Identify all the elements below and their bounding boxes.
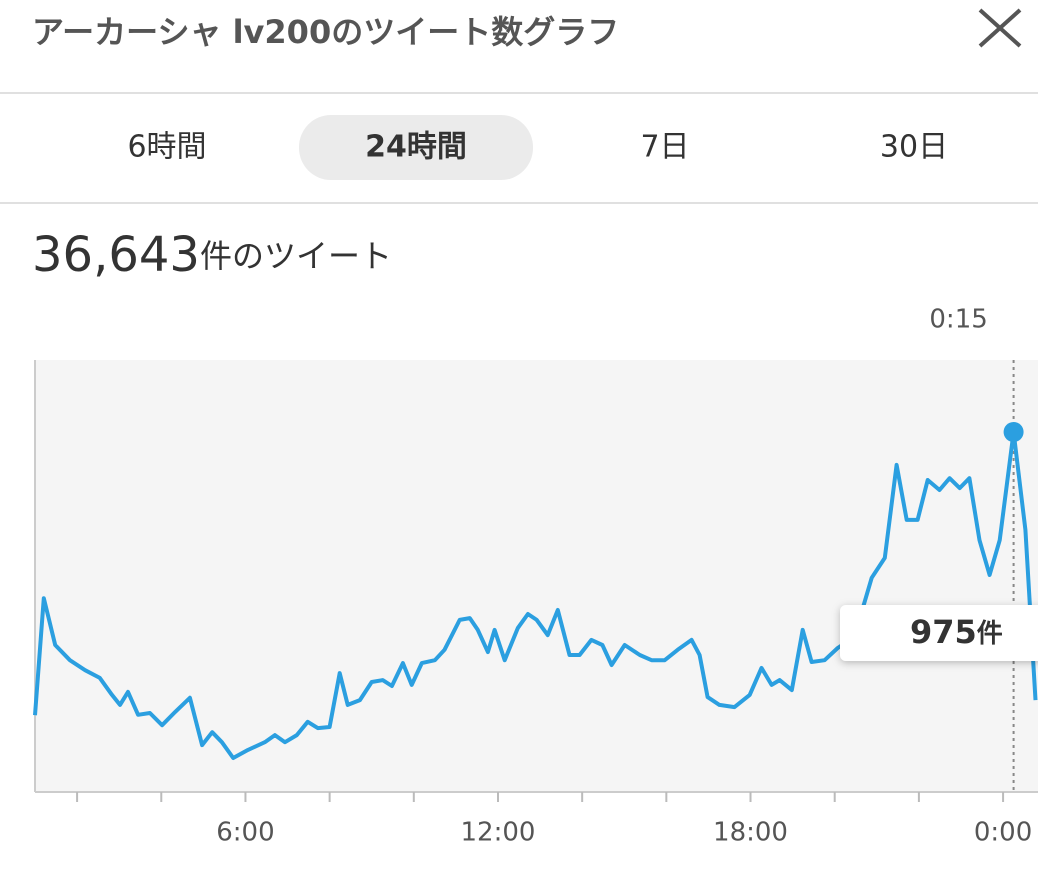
tab-label: 6時間 (127, 130, 206, 165)
tooltip-text: 975件 (910, 613, 1003, 651)
tab-label: 7日 (640, 130, 689, 165)
count-number: 36,643 (32, 227, 200, 283)
tab-label: 24時間 (365, 130, 467, 165)
tab-label: 30日 (880, 130, 948, 165)
hover-time: 0:15 (929, 305, 987, 335)
x-tick-label: 12:00 (461, 818, 536, 848)
x-tick-label: 6:00 (216, 818, 274, 848)
count-suffix: 件のツイート (200, 237, 392, 275)
dialog-title: アーカーシャ lv200のツイート数グラフ (32, 13, 619, 51)
tooltip: 975件 (840, 605, 1038, 661)
plot-area (35, 360, 1038, 792)
tooltip-value: 975 (910, 613, 977, 651)
tab[interactable]: 6時間 (127, 130, 206, 165)
tab[interactable]: 24時間 (299, 115, 533, 180)
close-button[interactable] (978, 8, 1022, 48)
x-tick-label: 0:00 (974, 818, 1032, 848)
tab-active-bg (299, 115, 533, 180)
tooltip-unit: 件 (977, 619, 1003, 649)
x-tick-label: 18:00 (713, 818, 788, 848)
hover-point (1003, 422, 1024, 442)
tweet-count: 36,643件のツイート (32, 227, 392, 283)
data-line (33, 430, 1038, 760)
tab[interactable]: 7日 (640, 130, 689, 165)
tooltip-box (840, 605, 1038, 661)
tab[interactable]: 30日 (880, 130, 948, 165)
